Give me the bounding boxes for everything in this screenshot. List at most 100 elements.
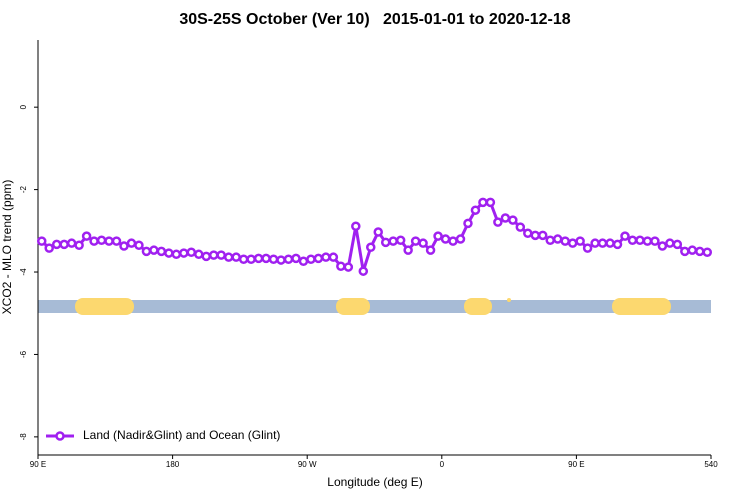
data-point <box>306 254 316 264</box>
x-tick-label: 180 <box>166 460 180 469</box>
data-point <box>425 245 436 255</box>
data-point <box>650 236 660 246</box>
data-point <box>351 221 361 232</box>
data-point <box>104 236 114 246</box>
data-point <box>448 236 458 246</box>
data-point <box>590 238 600 248</box>
legend-marker <box>55 431 65 441</box>
data-point <box>552 234 563 244</box>
data-point <box>500 213 511 223</box>
x-tick-label: 90 E <box>30 460 46 469</box>
data-point <box>575 236 585 246</box>
data-point <box>642 236 653 246</box>
data-point <box>672 239 683 250</box>
land-band <box>75 298 134 315</box>
y-tick-label: -8 <box>19 433 28 441</box>
data-point <box>186 247 197 257</box>
data-point <box>261 253 271 264</box>
data-point <box>478 197 488 208</box>
data-point <box>164 248 174 258</box>
y-tick-label: -6 <box>19 350 28 358</box>
data-point <box>51 239 62 250</box>
data-line <box>40 200 708 272</box>
legend-label: Land (Nadir&Glint) and Ocean (Glint) <box>83 428 280 442</box>
data-point <box>328 252 339 262</box>
data-point <box>388 236 398 246</box>
data-point <box>208 250 219 260</box>
data-point <box>515 222 526 232</box>
data-point <box>238 254 249 264</box>
land-band <box>336 298 370 315</box>
data-point <box>560 236 570 246</box>
data-point <box>545 235 555 246</box>
data-point <box>59 239 69 250</box>
data-point <box>119 241 129 251</box>
data-point <box>171 249 182 260</box>
data-point <box>283 254 294 264</box>
data-point <box>276 255 286 265</box>
data-point <box>440 234 451 244</box>
y-tick-label: -2 <box>19 185 28 193</box>
data-point <box>216 250 226 260</box>
data-point <box>597 238 608 248</box>
data-point <box>523 228 533 239</box>
data-point <box>695 246 705 257</box>
y-axis-label: XCO2 - MLO trend (ppm) <box>0 180 14 315</box>
data-point <box>403 245 413 255</box>
data-point <box>336 261 346 272</box>
chart-title: 30S-25S October (Ver 10) 2015-01-01 to 2… <box>179 11 570 28</box>
y-tick-label: 0 <box>19 104 28 109</box>
data-point <box>253 253 264 264</box>
data-point <box>702 247 713 257</box>
data-point <box>455 234 466 244</box>
data-point <box>66 238 77 248</box>
x-tick-label: 0 <box>440 460 445 469</box>
data-point <box>343 262 354 272</box>
land-band <box>464 298 492 315</box>
data-point <box>201 251 211 262</box>
data-point <box>567 238 578 248</box>
data-point <box>680 246 690 257</box>
y-tick-label: -4 <box>19 268 28 276</box>
data-point <box>620 231 630 241</box>
data-point <box>470 205 481 215</box>
data-point <box>44 243 54 253</box>
data-point <box>313 253 324 264</box>
data-point <box>366 242 376 253</box>
data-point <box>508 215 518 225</box>
data-point <box>194 249 204 260</box>
data-point <box>665 238 675 248</box>
x-axis-label: Longitude (deg E) <box>327 475 422 489</box>
data-point <box>134 240 144 250</box>
data-point <box>485 197 496 208</box>
data-point <box>96 235 107 246</box>
data-point <box>246 254 256 264</box>
data-point <box>605 238 615 248</box>
data-point <box>231 252 241 262</box>
data-point <box>395 235 406 246</box>
data-point <box>291 253 301 264</box>
data-point <box>81 231 92 241</box>
data-point <box>321 252 331 262</box>
data-point <box>687 245 698 255</box>
land-band <box>507 298 511 302</box>
data-point <box>89 236 99 246</box>
data-point <box>223 252 234 262</box>
ocean-band <box>38 300 711 313</box>
data-point <box>298 256 309 267</box>
data-point <box>433 231 443 241</box>
data-point <box>126 238 137 248</box>
data-point <box>373 227 383 237</box>
data-point <box>657 241 668 251</box>
data-point <box>179 248 189 258</box>
data-point <box>111 236 122 246</box>
data-point <box>36 236 47 246</box>
land-band <box>612 298 671 315</box>
data-point <box>418 238 428 248</box>
x-tick-label: 90 E <box>568 460 584 469</box>
data-point <box>635 235 645 246</box>
data-point <box>149 245 159 255</box>
data-point <box>530 230 541 241</box>
data-point <box>74 240 84 250</box>
x-tick-label: 540 <box>704 460 718 469</box>
